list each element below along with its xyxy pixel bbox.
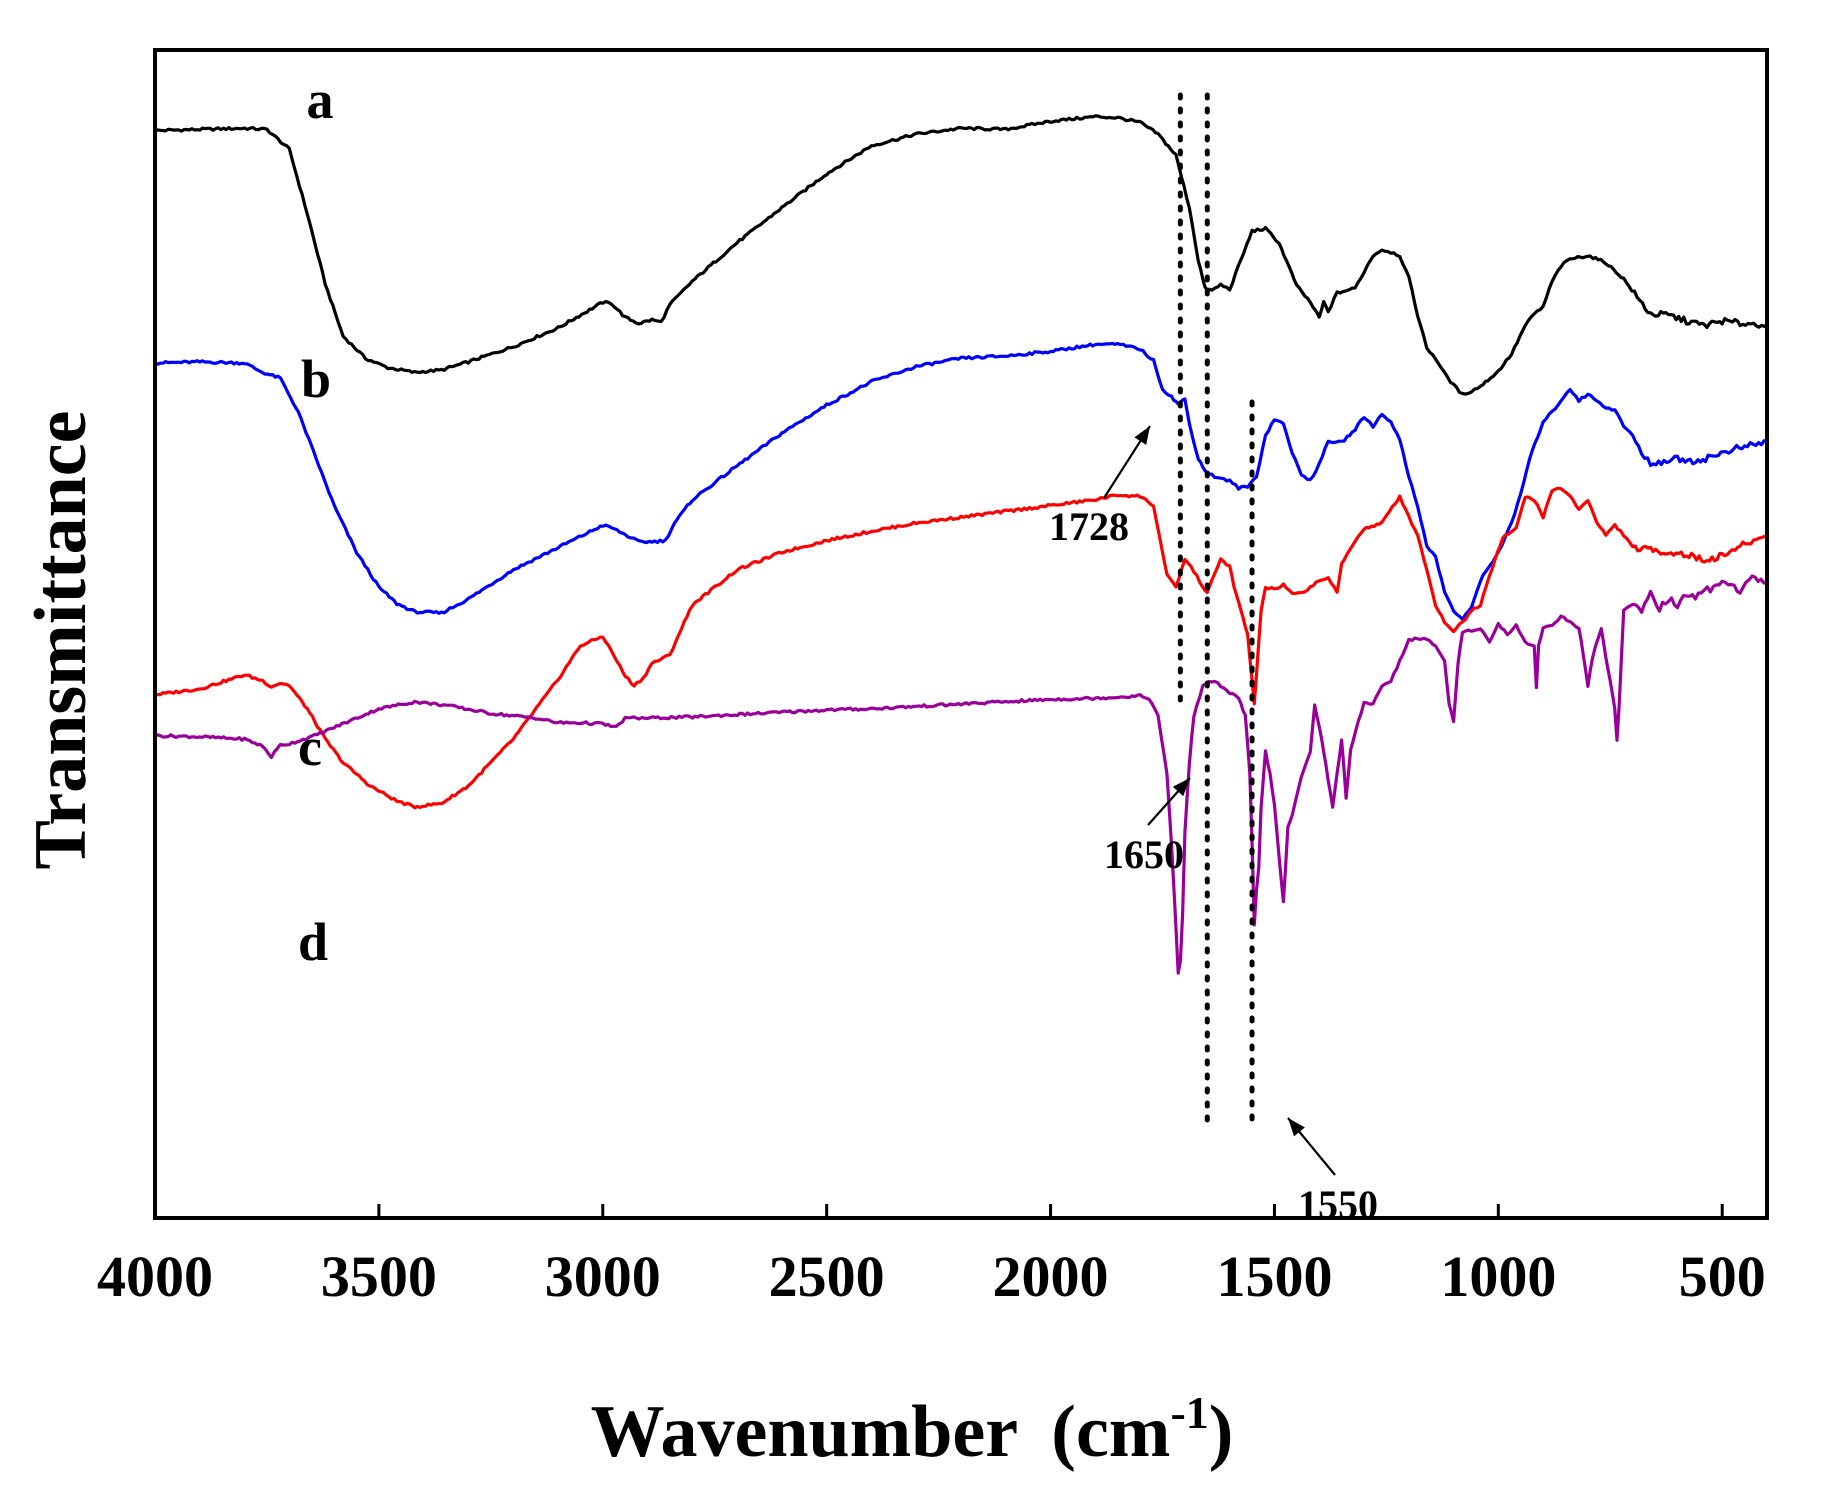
series-line-b bbox=[154, 341, 1768, 621]
x-tick-label-1500: 1500 bbox=[1216, 1244, 1332, 1309]
series-label-d: d bbox=[298, 912, 328, 972]
annotation-label-1550: 1550 bbox=[1298, 1182, 1378, 1227]
series-line-c bbox=[154, 486, 1768, 810]
annotation-arrowhead-1728 bbox=[1134, 426, 1150, 445]
x-tick-label-4000: 4000 bbox=[97, 1244, 213, 1309]
plot-frame bbox=[153, 48, 1769, 1220]
x-tick-label-1000: 1000 bbox=[1440, 1244, 1556, 1309]
series-label-b: b bbox=[301, 349, 331, 409]
x-axis-ticks: 4000 3500 3000 2500 2000 1500 1000 500 bbox=[97, 1204, 1766, 1309]
x-tick-label-500: 500 bbox=[1679, 1244, 1766, 1309]
annotations: 1728 1650 1550 bbox=[1049, 425, 1378, 1227]
reference-lines bbox=[1177, 92, 1255, 1131]
series-label-c: c bbox=[298, 717, 322, 777]
y-axis-title: Transmittance bbox=[20, 411, 102, 870]
series-label-a: a bbox=[307, 70, 334, 130]
series-line-d bbox=[154, 574, 1768, 975]
series-layer bbox=[154, 114, 1768, 975]
annotation-label-1650: 1650 bbox=[1104, 832, 1184, 877]
x-axis-title-paren-close: ) bbox=[1209, 1391, 1234, 1473]
series-labels: a b c d bbox=[298, 70, 334, 972]
x-axis-title-exponent: -1 bbox=[1170, 1387, 1208, 1438]
x-axis-title: Wavenumber (cm-1) bbox=[591, 1387, 1234, 1473]
annotation-arrowhead-1650 bbox=[1172, 778, 1190, 797]
series-line-a bbox=[154, 114, 1768, 396]
x-axis-title-main: Wavenumber bbox=[591, 1391, 1018, 1473]
x-tick-label-2500: 2500 bbox=[769, 1244, 885, 1309]
x-tick-label-3000: 3000 bbox=[545, 1244, 661, 1309]
x-axis-title-unit: cm bbox=[1076, 1391, 1171, 1473]
annotation-arrowhead-1550 bbox=[1288, 1118, 1305, 1137]
x-tick-label-2000: 2000 bbox=[993, 1244, 1109, 1309]
x-tick-label-3500: 3500 bbox=[321, 1244, 437, 1309]
x-axis-title-paren-open: ( bbox=[1051, 1391, 1076, 1473]
annotation-label-1728: 1728 bbox=[1049, 504, 1129, 549]
